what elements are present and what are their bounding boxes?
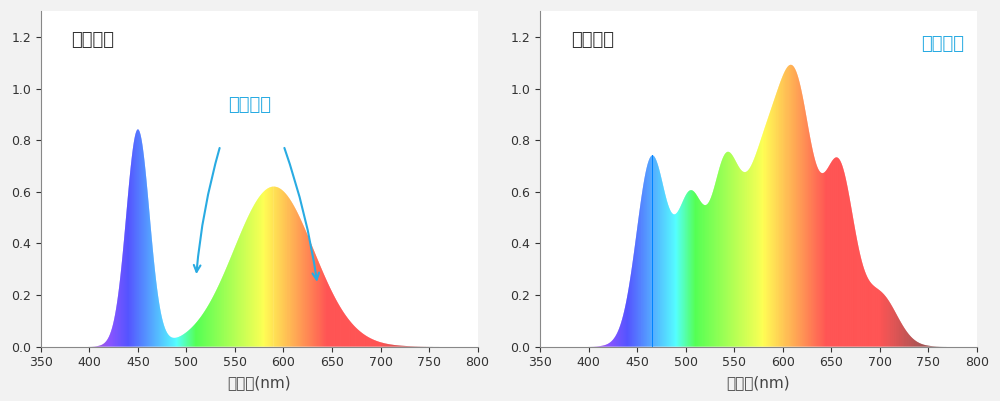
- X-axis label: 光波长(nm): 光波长(nm): [727, 375, 790, 390]
- Text: 光谱缺失: 光谱缺失: [228, 96, 271, 114]
- Text: 相对光谱: 相对光谱: [71, 31, 114, 49]
- Text: 光谱均衡: 光谱均衡: [921, 34, 964, 53]
- Text: 相对光谱: 相对光谱: [571, 31, 614, 49]
- X-axis label: 光波长(nm): 光波长(nm): [227, 375, 291, 390]
